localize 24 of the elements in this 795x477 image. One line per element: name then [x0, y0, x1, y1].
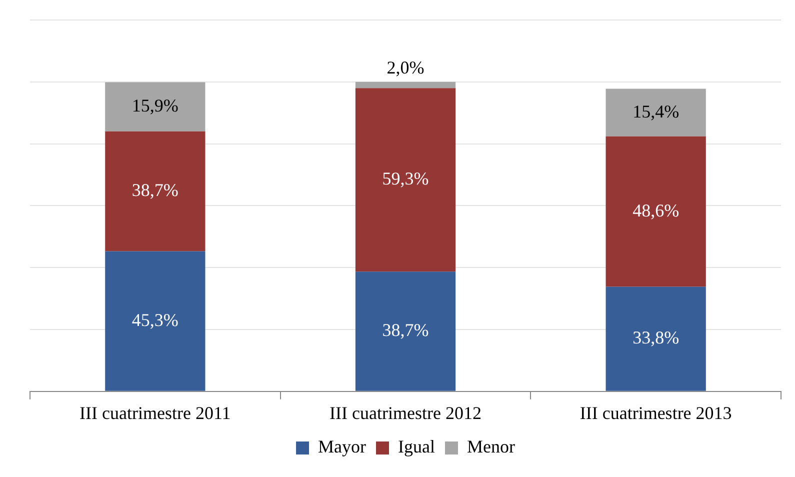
bar — [606, 286, 706, 391]
bar — [355, 88, 456, 272]
bar — [105, 131, 206, 252]
data-label: 15,9% — [132, 96, 178, 116]
data-label: 45,3% — [132, 310, 178, 330]
bar — [606, 88, 706, 136]
x-tick-label: III cuatrimestre 2011 — [80, 402, 231, 423]
data-label: 38,7% — [382, 320, 429, 340]
x-tick-label: III cuatrimestre 2012 — [330, 402, 482, 423]
data-label: 2,0% — [386, 58, 424, 78]
legend-label: Igual — [398, 436, 435, 457]
bar — [355, 82, 456, 88]
bar — [606, 136, 706, 287]
data-label: 15,4% — [632, 101, 680, 122]
legend-label: Mayor — [318, 436, 366, 457]
data-label: 48,6% — [632, 200, 680, 220]
legend-label: Menor — [466, 436, 515, 457]
data-label: 33,8% — [632, 328, 680, 348]
data-label: 59,3% — [382, 168, 429, 189]
bar — [105, 82, 206, 132]
bar — [105, 251, 206, 391]
bar — [355, 272, 456, 391]
x-tick-label: III cuatrimestre 2013 — [580, 402, 732, 423]
data-label: 38,7% — [132, 180, 178, 200]
